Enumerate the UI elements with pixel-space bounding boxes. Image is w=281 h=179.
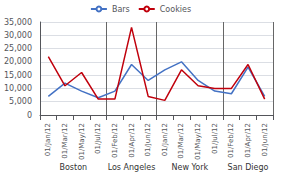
svg-text:Los Angeles: Los Angeles	[108, 163, 156, 172]
svg-text:0: 0	[27, 111, 32, 120]
svg-text:30,000: 30,000	[4, 31, 32, 40]
svg-text:Boston: Boston	[59, 163, 87, 172]
svg-text:New York: New York	[171, 163, 208, 172]
svg-text:01/Jan/12: 01/Jan/12	[44, 123, 52, 156]
svg-text:01/Apr/12: 01/Apr/12	[128, 123, 136, 158]
svg-text:Cookies: Cookies	[160, 5, 191, 14]
svg-text:Bars: Bars	[112, 5, 130, 14]
svg-text:01/Jul/12: 01/Jul/12	[211, 123, 219, 154]
svg-text:20,000: 20,000	[4, 57, 32, 66]
svg-text:5,000: 5,000	[9, 97, 32, 106]
svg-text:01/Jun/12: 01/Jun/12	[261, 123, 269, 156]
svg-text:01/Feb/12: 01/Feb/12	[111, 123, 119, 158]
svg-text:25,000: 25,000	[4, 44, 32, 53]
svg-text:15,000: 15,000	[4, 71, 32, 80]
svg-text:35,000: 35,000	[4, 18, 32, 27]
svg-text:01/Jun/12: 01/Jun/12	[144, 123, 152, 156]
svg-text:01/May/12: 01/May/12	[78, 123, 86, 160]
svg-text:01/Jan/12: 01/Jan/12	[161, 123, 169, 156]
svg-text:01/Mar/12: 01/Mar/12	[61, 123, 69, 159]
svg-text:01/May/12: 01/May/12	[194, 123, 202, 160]
svg-text:10,000: 10,000	[4, 84, 32, 93]
svg-text:01/Mar/12: 01/Mar/12	[177, 123, 185, 159]
svg-text:01/Feb/12: 01/Feb/12	[227, 123, 235, 158]
svg-text:01/Apr/12: 01/Apr/12	[244, 123, 252, 158]
svg-text:01/Jul/12: 01/Jul/12	[94, 123, 102, 154]
svg-text:San Diego: San Diego	[228, 163, 269, 172]
